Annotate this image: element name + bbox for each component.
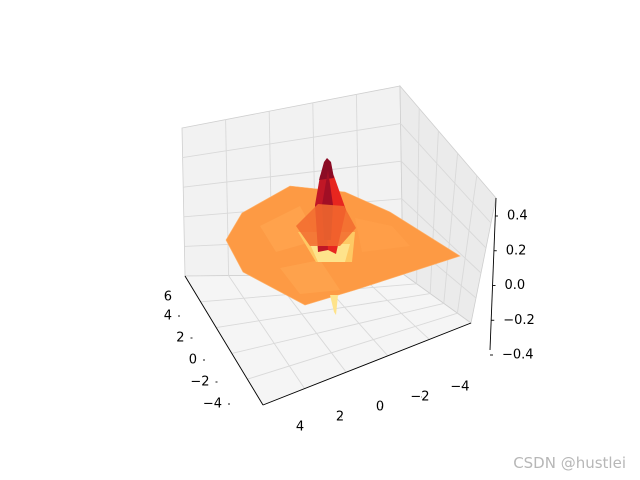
surface-texture-2: [355, 218, 410, 252]
x-axis-line: [262, 322, 472, 406]
grid-line-side-vertical: [443, 153, 459, 304]
watermark: CSDN @hustlei: [513, 454, 626, 472]
surface-trough-spike: [330, 295, 338, 315]
z-tick-label: −0.2: [503, 313, 535, 328]
grid-line-back-horizontal: [182, 123, 401, 159]
z-tick-label: −0.4: [502, 348, 534, 363]
surface-peak-top: [319, 158, 334, 180]
y-tick-label: −2: [190, 375, 209, 390]
z-tick-label: 0.4: [507, 209, 528, 224]
z-tick-label: 0.2: [506, 243, 527, 258]
grid-line-side-horizontal: [401, 198, 482, 274]
surface-texture-3: [280, 260, 340, 294]
y-axis-ticks: 420 −2 −4 6: [164, 290, 230, 412]
x-tick-label: −4: [450, 380, 469, 395]
surface: [225, 158, 461, 315]
grid-line-floor-b: [216, 293, 431, 329]
grid-line-side-horizontal: [400, 160, 487, 249]
x-axis-ticks: 4 2 0 −2 −4: [296, 380, 470, 435]
y-tick-label: −4: [203, 397, 222, 412]
grid-line-side-horizontal: [400, 123, 492, 224]
y-tick-label: 4: [164, 309, 172, 324]
x-tick-label: 4: [296, 420, 304, 435]
y-tick-label: 2: [176, 331, 184, 346]
z-axis-line: [489, 197, 497, 351]
grid-line-floor-a: [228, 275, 305, 389]
z-tick-label: 0.0: [505, 278, 526, 293]
y-axis-line: [184, 275, 264, 406]
x-tick-label: 2: [336, 410, 344, 425]
surface-peak-skirt: [296, 204, 356, 246]
z-axis-ticks: 0.4 0.2 0.0 −0.2 −0.4: [490, 209, 535, 363]
grid-line-floor-b: [247, 312, 458, 380]
x-tick-label: 6: [164, 290, 172, 305]
y-tick-label: 0: [189, 353, 197, 368]
grid-line-side-vertical: [456, 175, 478, 314]
grid-line-floor-b: [231, 302, 444, 354]
grid-line-side-vertical: [429, 130, 439, 294]
x-tick-label: 0: [376, 400, 384, 415]
grid-line-back-vertical: [225, 119, 230, 276]
grid-line-back-horizontal: [183, 160, 402, 188]
grid-line-floor-a: [359, 274, 430, 340]
x-tick-label: −2: [410, 390, 429, 405]
